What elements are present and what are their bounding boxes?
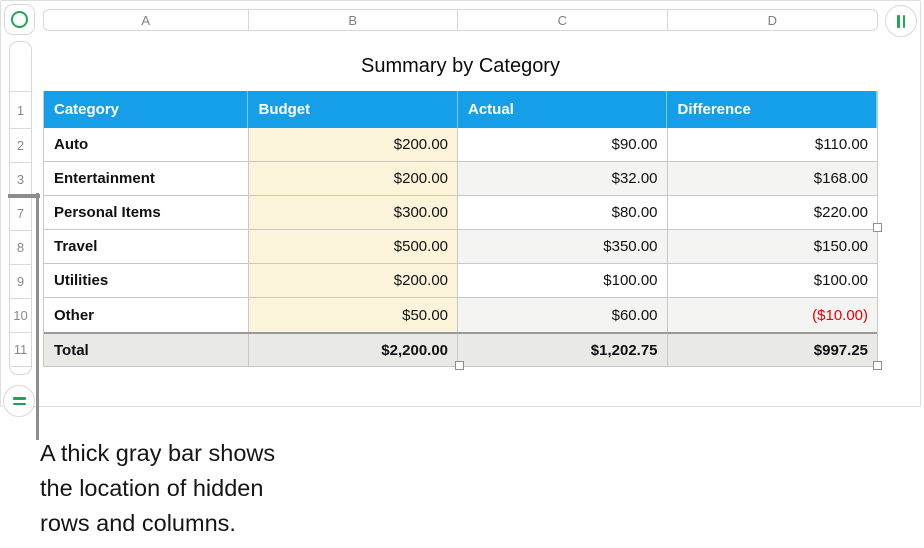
total-difference[interactable]: $997.25 <box>813 341 869 359</box>
table-row: Travel $500.00 $350.00 $150.00 <box>44 230 878 264</box>
row-tab-8[interactable]: 8 <box>10 231 31 265</box>
column-reference-bar: A B C D <box>43 9 878 31</box>
row-reference-bar: 1 2 3 7 8 9 10 11 <box>9 41 32 375</box>
cell-difference[interactable]: $168.00 <box>667 162 878 195</box>
caption-line: A thick gray bar shows <box>40 440 276 466</box>
summary-table: Category Budget Actual Difference Auto $… <box>43 91 878 367</box>
cell-actual[interactable]: $32.00 <box>458 162 668 195</box>
total-row: Total $2,200.00 $1,202.75 $997.25 <box>44 332 877 366</box>
cell-category[interactable]: Entertainment <box>44 162 249 195</box>
total-label[interactable]: Total <box>44 334 249 366</box>
cell-budget[interactable]: $200.00 <box>248 264 459 297</box>
table-resize-handle-bottom[interactable] <box>455 361 464 370</box>
cell-budget[interactable]: $200.00 <box>248 128 459 161</box>
cell-budget[interactable]: $50.00 <box>248 298 459 332</box>
circle-outline-icon <box>11 11 28 28</box>
cell-difference-negative[interactable]: ($10.00) <box>667 298 878 332</box>
cell-difference[interactable]: $220.00 <box>813 204 869 221</box>
header-cell-difference[interactable]: Difference <box>667 91 877 128</box>
table-title[interactable]: Summary by Category <box>361 55 560 77</box>
table-resize-handle-right[interactable] <box>873 223 882 232</box>
row-bar-tail <box>10 367 31 374</box>
cell-category[interactable]: Utilities <box>44 264 249 297</box>
spreadsheet-canvas: A B C D 1 2 3 7 8 9 10 11 Summary by Cat… <box>0 0 921 417</box>
row-tab-1[interactable]: 1 <box>10 92 31 129</box>
total-actual[interactable]: $1,202.75 <box>458 334 668 366</box>
cell-category[interactable]: Travel <box>44 230 249 263</box>
caption-text: A thick gray bar shows the location of h… <box>40 436 275 541</box>
column-tab-c[interactable]: C <box>458 10 668 30</box>
table-row: Personal Items $300.00 $80.00 $220.00 <box>44 196 877 230</box>
cell-difference[interactable]: $100.00 <box>813 272 869 289</box>
caption-line: the location of hidden <box>40 475 264 501</box>
column-tab-b[interactable]: B <box>249 10 459 30</box>
table-row: Entertainment $200.00 $32.00 $168.00 <box>44 162 878 196</box>
pause-bars-icon <box>897 14 900 28</box>
header-cell-budget[interactable]: Budget <box>248 91 458 128</box>
row-tab-2[interactable]: 2 <box>10 129 31 163</box>
table-select-button[interactable] <box>4 4 35 35</box>
callout-leader-line <box>36 193 39 440</box>
cell-difference[interactable]: $150.00 <box>667 230 878 263</box>
add-column-button[interactable] <box>885 5 917 37</box>
total-budget[interactable]: $2,200.00 <box>249 334 459 366</box>
row-tab-3[interactable]: 3 <box>10 163 31 197</box>
row-tab-9[interactable]: 9 <box>10 265 31 299</box>
row-tab-10[interactable]: 10 <box>10 299 31 333</box>
hidden-rows-indicator-bar[interactable] <box>8 194 40 198</box>
row-tab-11[interactable]: 11 <box>10 333 31 367</box>
cell-category[interactable]: Other <box>44 298 249 332</box>
add-row-button[interactable] <box>3 385 35 417</box>
cell-category[interactable]: Auto <box>44 128 249 161</box>
cell-difference[interactable]: $110.00 <box>814 136 869 153</box>
column-tab-d[interactable]: D <box>767 12 777 28</box>
column-tab-a[interactable]: A <box>44 10 249 30</box>
table-row: Auto $200.00 $90.00 $110.00 <box>44 128 877 162</box>
cell-budget[interactable]: $500.00 <box>248 230 459 263</box>
table-row: Other $50.00 $60.00 ($10.00) <box>44 298 878 332</box>
cell-budget[interactable]: $300.00 <box>248 196 459 229</box>
cell-actual[interactable]: $90.00 <box>458 128 668 161</box>
header-cell-actual[interactable]: Actual <box>458 91 668 128</box>
table-resize-handle-bottom-right[interactable] <box>873 361 882 370</box>
cell-actual[interactable]: $80.00 <box>458 196 668 229</box>
cell-actual[interactable]: $350.00 <box>458 230 668 263</box>
cell-category[interactable]: Personal Items <box>44 196 249 229</box>
cell-actual[interactable]: $60.00 <box>458 298 668 332</box>
row-tab-7[interactable]: 7 <box>10 197 31 231</box>
table-row: Utilities $200.00 $100.00 $100.00 <box>44 264 877 298</box>
equals-bars-icon <box>12 397 26 400</box>
header-row: Category Budget Actual Difference <box>44 91 877 128</box>
cell-budget[interactable]: $200.00 <box>248 162 459 195</box>
caption-line: rows and columns. <box>40 510 236 536</box>
header-cell-category[interactable]: Category <box>44 91 249 128</box>
cell-actual[interactable]: $100.00 <box>458 264 668 297</box>
row-tab-title[interactable] <box>10 42 31 92</box>
